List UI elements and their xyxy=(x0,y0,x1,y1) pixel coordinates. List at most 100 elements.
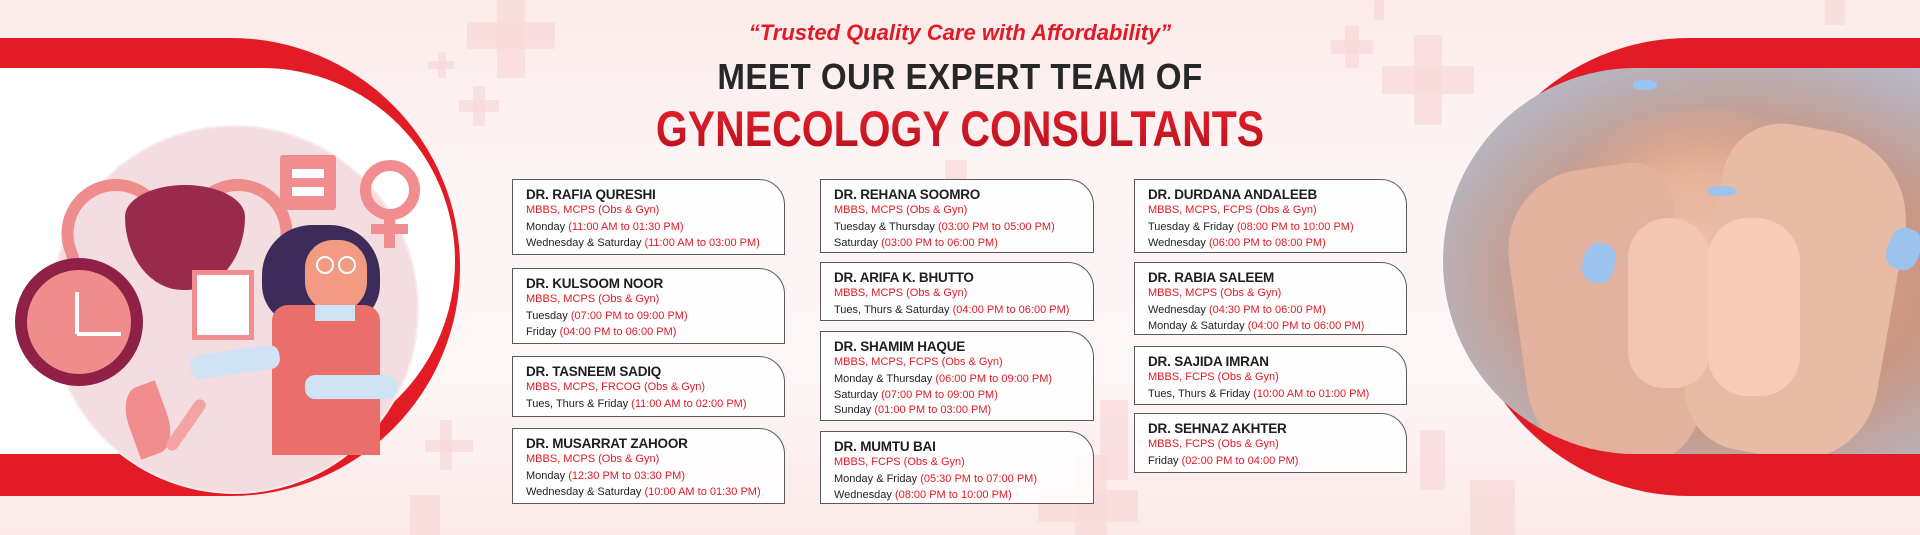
schedule-row: Wednesday (04:30 PM to 06:00 PM) xyxy=(1148,303,1406,319)
schedule-time: (02:00 PM to 04:00 PM) xyxy=(1181,455,1299,467)
schedule-days: Monday & Friday xyxy=(834,473,918,485)
schedule-row: Monday (12:30 PM to 03:30 PM) xyxy=(526,469,784,485)
baby-foot-right xyxy=(1708,218,1800,396)
doctor-collar xyxy=(315,305,355,321)
doctor-card: DR. MUSARRAT ZAHOOR MBBS, MCPS (Obs & Gy… xyxy=(512,428,785,504)
medical-cross-icon xyxy=(1100,400,1128,480)
doctor-name: DR. RAFIA QURESHI xyxy=(526,187,656,202)
doctor-name: DR. RABIA SALEEM xyxy=(1148,270,1275,285)
schedule-time: (11:00 AM to 02:00 PM) xyxy=(631,398,747,410)
schedule-time: (11:00 AM to 03:00 PM) xyxy=(644,236,760,249)
schedule-time: (06:00 PM to 09:00 PM) xyxy=(935,373,1053,385)
schedule-days: Friday xyxy=(1148,455,1179,467)
schedule-days: Tues, Thurs & Friday xyxy=(1148,388,1251,400)
doctor-name: DR. KULSOOM NOOR xyxy=(526,276,664,291)
doctor-face xyxy=(305,240,367,312)
doctor-name: DR. MUMTU BAI xyxy=(834,439,936,454)
left-illustration-panel xyxy=(0,68,455,494)
medical-cross-icon xyxy=(1382,66,1474,94)
medical-cross-icon xyxy=(1825,0,1845,25)
schedule-time: (04:00 PM to 06:00 PM) xyxy=(559,325,677,338)
doctor-card: DR. ARIFA K. BHUTTO MBBS, MCPS (Obs & Gy… xyxy=(820,262,1094,321)
schedule-days: Friday xyxy=(526,325,557,338)
doctor-qualification: MBBS, MCPS (Obs & Gyn) xyxy=(1148,287,1282,299)
schedule-time: (08:00 PM to 10:00 PM) xyxy=(1236,221,1354,233)
schedule-time: (10:00 AM to 01:00 PM) xyxy=(1253,388,1370,400)
document-icon xyxy=(192,270,254,340)
schedule-days: Tuesday xyxy=(526,310,568,322)
medical-cross-icon xyxy=(1374,0,1384,20)
doctor-name: DR. MUSARRAT ZAHOOR xyxy=(526,436,688,451)
doctor-name: DR. SAJIDA IMRAN xyxy=(1148,354,1269,369)
doctor-qualification: MBBS, MCPS (Obs & Gyn) xyxy=(526,204,660,216)
schedule-days: Sunday xyxy=(834,404,872,416)
schedule-time: (05:30 PM to 07:00 PM) xyxy=(920,473,1037,485)
medical-cross-icon xyxy=(1420,430,1445,490)
schedule-row: Friday (04:00 PM to 06:00 PM) xyxy=(526,325,784,341)
doctor-qualification: MBBS, FCPS (Obs & Gyn) xyxy=(834,456,965,468)
schedule-time: (07:00 PM to 09:00 PM) xyxy=(570,310,688,322)
schedule-row: Tues, Thurs & Friday (11:00 AM to 02:00 … xyxy=(526,397,784,413)
schedule-row: Friday (02:00 PM to 04:00 PM) xyxy=(1148,454,1406,470)
schedule-row: Saturday (03:00 PM to 06:00 PM) xyxy=(834,236,1093,252)
nail-icon xyxy=(1633,80,1657,90)
schedule-days: Wednesday & Saturday xyxy=(526,236,642,249)
doctor-qualification: MBBS, MCPS (Obs & Gyn) xyxy=(526,293,660,305)
medical-cross-icon xyxy=(425,440,473,452)
doctor-qualification: MBBS, MCPS (Obs & Gyn) xyxy=(526,453,660,465)
schedule-time: (12:30 PM to 03:30 PM) xyxy=(568,470,685,482)
schedule-row: Monday & Friday (05:30 PM to 07:00 PM) xyxy=(834,472,1093,488)
nail-icon xyxy=(1708,186,1736,196)
medical-cross-icon xyxy=(1470,480,1515,535)
schedule-days: Tuesday & Friday xyxy=(1148,221,1234,233)
schedule-days: Wednesday xyxy=(1148,304,1206,316)
doctor-card: DR. SHAMIM HAQUE MBBS, MCPS, FCPS (Obs &… xyxy=(820,331,1094,421)
schedule-row: Monday & Saturday (04:00 PM to 06:00 PM) xyxy=(1148,319,1406,335)
schedule-time: (04:00 PM to 06:00 PM) xyxy=(1247,319,1365,332)
schedule-row: Sunday (01:00 PM to 03:00 PM) xyxy=(834,403,1093,419)
schedule-row: Monday & Thursday (06:00 PM to 09:00 PM) xyxy=(834,372,1093,388)
schedule-row: Tuesday (07:00 PM to 09:00 PM) xyxy=(526,309,784,325)
schedule-row: Wednesday (06:00 PM to 08:00 PM) xyxy=(1148,236,1406,252)
baby-foot-left xyxy=(1628,218,1710,388)
doctor-name: DR. DURDANA ANDALEEB xyxy=(1148,187,1317,202)
schedule-time: (11:00 AM to 01:30 PM) xyxy=(568,221,684,233)
schedule-days: Tues, Thurs & Friday xyxy=(526,398,629,410)
schedule-row: Wednesday & Saturday (10:00 AM to 01:30 … xyxy=(526,485,784,501)
schedule-row: Monday (11:00 AM to 01:30 PM) xyxy=(526,220,784,236)
doctor-card: DR. DURDANA ANDALEEB MBBS, MCPS, FCPS (O… xyxy=(1134,179,1407,253)
schedule-days: Saturday xyxy=(834,236,879,249)
schedule-time: (03:00 PM to 05:00 PM) xyxy=(937,221,1055,233)
schedule-days: Wednesday & Saturday xyxy=(526,485,642,498)
female-symbol-icon xyxy=(360,160,420,220)
doctor-card: DR. REHANA SOOMRO MBBS, MCPS (Obs & Gyn)… xyxy=(820,179,1094,253)
doctor-card: DR. KULSOOM NOOR MBBS, MCPS (Obs & Gyn) … xyxy=(512,268,785,344)
schedule-time: (10:00 AM to 01:30 PM) xyxy=(644,485,761,498)
doctor-qualification: MBBS, FCPS (Obs & Gyn) xyxy=(1148,438,1279,450)
medical-cross-icon xyxy=(428,61,454,69)
doctor-arm-right xyxy=(305,375,397,399)
doctor-card: DR. MUMTU BAI MBBS, FCPS (Obs & Gyn) Mon… xyxy=(820,431,1094,504)
doctor-card: DR. SEHNAZ AKHTER MBBS, FCPS (Obs & Gyn)… xyxy=(1134,413,1407,473)
page-title-line1: MEET OUR EXPERT TEAM OF xyxy=(717,56,1203,97)
schedule-row: Wednesday & Saturday (11:00 AM to 03:00 … xyxy=(526,236,784,252)
schedule-row: Tuesday & Thursday (03:00 PM to 05:00 PM… xyxy=(834,220,1093,236)
female-symbol-bar xyxy=(371,224,408,234)
schedule-days: Monday xyxy=(526,470,566,482)
schedule-days: Monday xyxy=(526,221,566,233)
schedule-time: (08:00 PM to 10:00 PM) xyxy=(894,488,1012,501)
medical-cross-icon xyxy=(459,100,499,112)
schedule-time: (07:00 PM to 09:00 PM) xyxy=(881,388,998,401)
doctor-qualification: MBBS, MCPS, FCPS (Obs & Gyn) xyxy=(834,356,1003,368)
schedule-days: Wednesday xyxy=(1148,236,1206,249)
doctor-name: DR. ARIFA K. BHUTTO xyxy=(834,270,974,285)
schedule-time: (01:00 PM to 03:00 PM) xyxy=(874,404,992,416)
doctor-qualification: MBBS, MCPS (Obs & Gyn) xyxy=(834,204,968,216)
schedule-row: Saturday (07:00 PM to 09:00 PM) xyxy=(834,388,1093,404)
schedule-time: (03:00 PM to 06:00 PM) xyxy=(881,236,998,249)
medical-cross-icon xyxy=(1331,40,1373,54)
schedule-days: Monday & Thursday xyxy=(834,373,933,385)
doctor-card: DR. RABIA SALEEM MBBS, MCPS (Obs & Gyn) … xyxy=(1134,262,1407,335)
doctor-qualification: MBBS, MCPS, FCPS (Obs & Gyn) xyxy=(1148,204,1317,216)
schedule-time: (04:00 PM to 06:00 PM) xyxy=(952,304,1070,316)
